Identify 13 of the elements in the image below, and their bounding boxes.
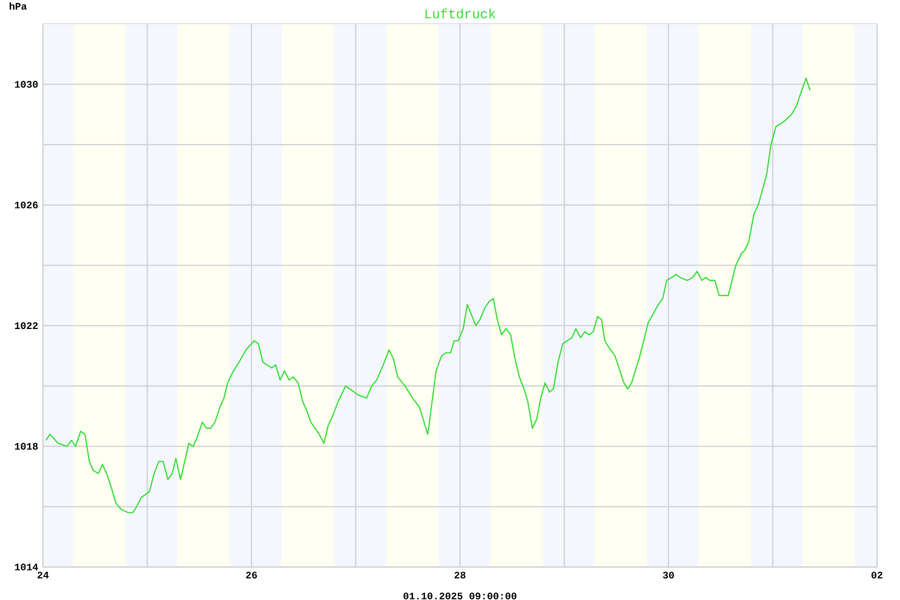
chart-title: Luftdruck bbox=[426, 8, 496, 18]
y-tick-label: 1014 bbox=[14, 564, 38, 570]
y-tick-label: 1030 bbox=[14, 80, 38, 88]
y-tick-label: 1018 bbox=[14, 442, 38, 450]
text: 01.10.2025 09:00:00 bbox=[404, 592, 516, 600]
x-tick-label: 26 bbox=[246, 572, 257, 579]
y-axis-title: hPa bbox=[10, 2, 27, 10]
y-tick-label: 1026 bbox=[14, 202, 38, 208]
x-tick-label: 30 bbox=[662, 572, 674, 579]
y-tick-label: 1022 bbox=[14, 322, 38, 330]
x-tick-label: 02 bbox=[872, 572, 882, 579]
x-tick-label: 28 bbox=[454, 572, 466, 579]
x-tick-label: 24 bbox=[38, 572, 49, 578]
